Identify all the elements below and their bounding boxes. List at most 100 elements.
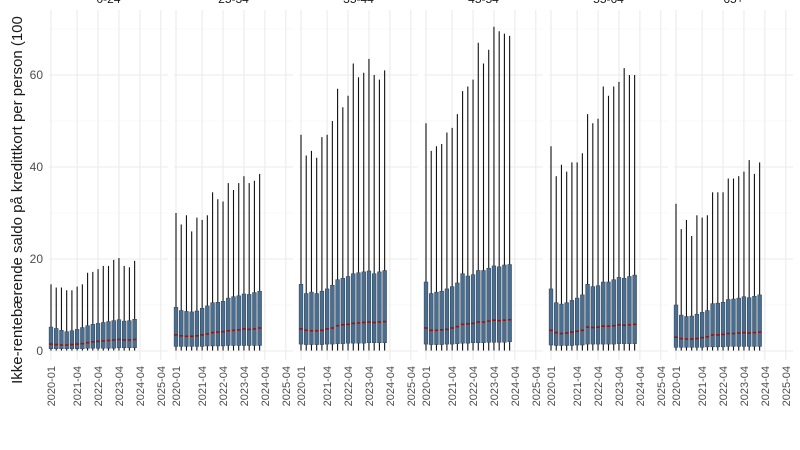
box <box>361 271 366 344</box>
box <box>90 324 95 349</box>
x-tick-label: 2021-04 <box>72 366 84 406</box>
x-tick-label: 2020-01 <box>421 366 433 406</box>
x-tick-label: 2020-01 <box>296 366 308 406</box>
box <box>74 329 80 349</box>
box <box>366 270 372 343</box>
box <box>455 282 460 344</box>
panel-35-44: 35-44 2020-01 2021-04 2022-04 2023-04 2024-04… <box>296 0 418 406</box>
box <box>673 304 679 348</box>
box <box>747 297 752 347</box>
x-tick-label: 2020-01 <box>546 366 558 406</box>
box <box>241 293 247 346</box>
box <box>330 284 335 345</box>
facet-label-0-24: 0-24 <box>96 0 120 6</box>
x-tick-label: 2024-04 <box>385 366 397 406</box>
box <box>595 285 601 345</box>
box <box>564 302 569 346</box>
facet-label-25-34: 25-34 <box>218 0 249 6</box>
x-tick-label: 2024-04 <box>260 366 272 406</box>
x-tick-label: 2024-04 <box>635 366 647 406</box>
x-tick-label: 2021-04 <box>447 366 459 406</box>
box <box>194 310 200 347</box>
box <box>179 310 184 347</box>
box <box>132 319 137 349</box>
box <box>476 270 481 343</box>
box <box>324 288 330 345</box>
box <box>574 297 580 346</box>
box <box>627 276 632 344</box>
facet-label-45-54: 45-54 <box>468 0 499 6</box>
panel-45-54: 45-54 2020-01 2021-04 2022-04 2023-04 2024-04… <box>421 0 543 406</box>
x-tick-label: 2025-04 <box>406 366 418 406</box>
box <box>189 311 194 347</box>
x-tick-label: 2022-04 <box>593 366 605 406</box>
x-tick-label: 2025-04 <box>281 366 293 406</box>
x-tick-label: 2021-04 <box>572 366 584 406</box>
x-tick-label: 2023-04 <box>614 366 626 406</box>
x-tick-label: 2025-04 <box>531 366 543 406</box>
box <box>210 302 215 347</box>
box <box>215 301 220 347</box>
box <box>429 293 434 345</box>
box <box>616 277 622 344</box>
box <box>491 265 497 343</box>
box <box>497 266 502 343</box>
y-tick-label: 20 <box>30 252 44 266</box>
box <box>741 296 747 347</box>
box <box>101 322 106 349</box>
x-tick-label: 2022-04 <box>218 366 230 406</box>
box <box>173 307 179 347</box>
facet-label-35-44: 35-44 <box>343 0 374 6</box>
panel-25-34: 25-34 2020-01 2021-04 2022-04 2023-04 2024-04… <box>171 0 293 406</box>
box <box>335 279 340 344</box>
box <box>231 296 236 346</box>
box <box>559 303 564 346</box>
panels-layer: 02040600-242020-012021-042022-042023-042… <box>30 0 793 406</box>
box <box>449 286 455 345</box>
box <box>710 303 715 348</box>
box <box>554 302 559 346</box>
box <box>731 298 736 347</box>
box <box>382 270 387 343</box>
box <box>48 326 54 349</box>
x-tick-label: 2022-04 <box>93 366 105 406</box>
box <box>699 312 705 348</box>
facet-label-65+: 65+ <box>723 0 743 6</box>
box <box>507 264 512 343</box>
box <box>64 331 69 349</box>
box <box>377 271 382 343</box>
box <box>569 300 575 346</box>
box <box>236 295 241 346</box>
box <box>372 273 377 343</box>
box <box>184 311 189 347</box>
box <box>111 320 116 349</box>
x-tick-label: 2022-04 <box>468 366 480 406</box>
box <box>122 320 127 349</box>
box <box>715 302 720 348</box>
box <box>726 299 731 347</box>
y-tick-label: 0 <box>36 344 43 358</box>
x-tick-label: 2021-04 <box>197 366 209 406</box>
box <box>252 292 257 346</box>
box <box>314 293 319 345</box>
box <box>465 275 470 344</box>
box <box>319 290 325 345</box>
y-tick-label: 40 <box>30 160 44 174</box>
x-tick-label: 2025-04 <box>781 366 793 406</box>
box <box>622 278 627 344</box>
x-tick-label: 2025-04 <box>656 366 668 406</box>
box <box>356 272 361 344</box>
box <box>752 296 757 347</box>
panel-0-24: 0-24 2020-01 2021-04 2022-04 2023-04 2024-04 2… <box>46 0 168 406</box>
box <box>684 316 689 348</box>
x-tick-label: 2021-04 <box>697 366 709 406</box>
x-tick-label: 2023-04 <box>239 366 251 406</box>
panel-55-64: 55-64 2020-01 2021-04 2022-04 2023-04 2024-04… <box>546 0 668 406</box>
box <box>226 297 231 346</box>
box <box>689 315 694 348</box>
facet-label-55-64: 55-64 <box>593 0 624 6</box>
box <box>423 281 429 345</box>
box <box>434 291 439 345</box>
